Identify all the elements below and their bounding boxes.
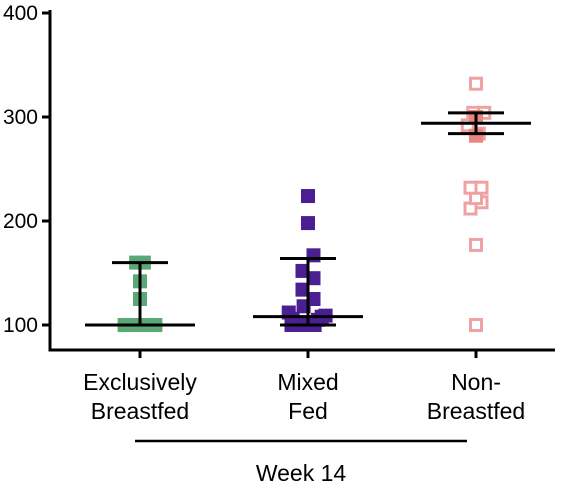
category-label: Breastfed [91,398,189,424]
data-points-layer [117,76,492,332]
group-label: Week 14 [256,460,347,486]
data-point [463,180,478,195]
label-layer: 100 200 300 400 Exclusively Breastfed Mixed Fed… [3,2,525,486]
data-point [474,180,489,195]
data-point [469,76,483,91]
data-point [295,282,310,297]
data-point [295,263,310,278]
axis-layer [42,10,555,443]
summary-lines-layer [85,111,531,327]
data-point [306,292,321,306]
data-point [301,189,315,204]
y-tick-label: 300 [3,106,38,129]
category-label: Non- [451,369,501,395]
y-tick-label: 400 [3,2,38,25]
data-point [301,216,315,231]
category-label: Mixed [277,369,338,395]
y-tick-label: 200 [3,210,38,233]
data-point [469,318,483,332]
y-tick-label: 100 [3,314,38,337]
category-label: Exclusively [83,369,197,395]
category-label: Breastfed [427,398,525,424]
data-point [469,237,483,252]
category-label: Fed [288,398,328,424]
data-point [306,271,321,286]
